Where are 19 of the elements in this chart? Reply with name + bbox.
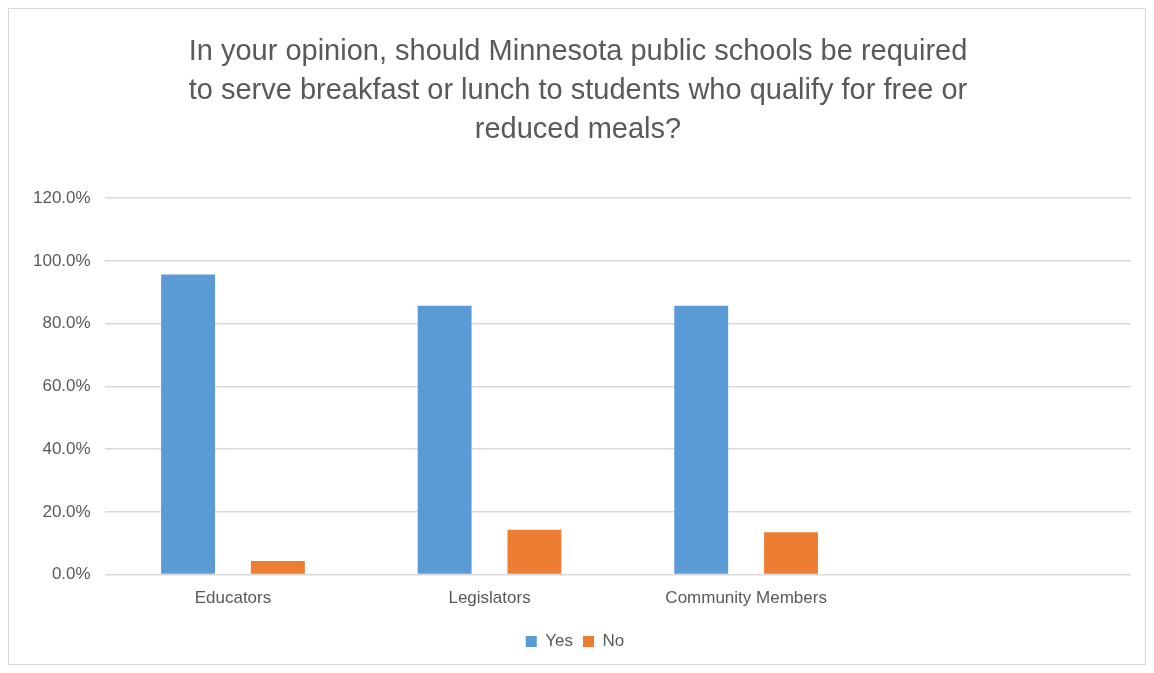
bar <box>250 561 305 574</box>
y-tick-label: 20.0% <box>42 501 91 521</box>
x-tick-label: Educators <box>194 588 272 608</box>
x-tick-label: Community Members <box>665 588 827 608</box>
bar <box>764 532 818 574</box>
bar <box>507 529 562 574</box>
bar <box>417 305 472 574</box>
chart-title: In your opinion, should Minnesota public schools be required to serve breakfast or lunch to students who qualify for free or reduced meals? <box>187 33 969 146</box>
bar <box>674 305 729 574</box>
y-tick-label: 80.0% <box>42 313 91 333</box>
y-tick-label: 60.0% <box>42 376 91 396</box>
y-tick-label: 120.0% <box>32 187 91 207</box>
legend-label: No <box>602 631 625 651</box>
bar <box>161 274 215 574</box>
y-tick-label: 40.0% <box>42 438 91 458</box>
legend-label: Yes <box>545 631 573 651</box>
y-tick-label: 0.0% <box>51 564 91 584</box>
x-tick-label: Legislators <box>448 588 531 608</box>
y-tick-label: 100.0% <box>32 250 91 270</box>
